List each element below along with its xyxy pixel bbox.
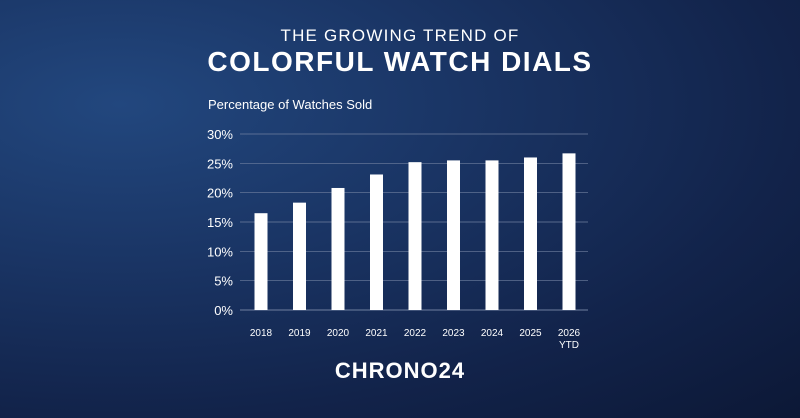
- x-tick-label: 2021: [365, 328, 388, 339]
- x-tick-label: YTD: [559, 340, 579, 351]
- bar-2026: [562, 153, 576, 310]
- y-tick-label: 10%: [207, 244, 233, 259]
- chrono24-logo: CHRONO24: [334, 358, 466, 383]
- y-tick-label: 5%: [214, 274, 233, 289]
- y-tick-label: 15%: [207, 215, 233, 230]
- x-tick-label: 2023: [442, 328, 465, 339]
- bar-2023: [447, 160, 460, 310]
- bar-2021: [370, 174, 383, 310]
- bars: [254, 153, 576, 310]
- y-tick-label: 25%: [207, 156, 233, 171]
- bar-2024: [485, 160, 499, 310]
- x-tick-label: 2018: [250, 328, 273, 339]
- chart-title: COLORFUL WATCH DIALS: [207, 46, 593, 77]
- bar-2018: [254, 213, 268, 310]
- chart-subtitle: THE GROWING TREND OF: [280, 26, 520, 45]
- y-tick-label: 0%: [214, 303, 233, 318]
- x-tick-label: 2019: [288, 328, 311, 339]
- y-axis-label: Percentage of Watches Sold: [208, 97, 373, 112]
- x-tick-label: 2020: [327, 328, 350, 339]
- x-tick-label: 2025: [519, 328, 542, 339]
- bar-2022: [408, 162, 422, 310]
- bar-2025: [524, 157, 537, 310]
- x-tick-label: 2024: [481, 328, 504, 339]
- y-tick-labels: 0% 5% 10% 15% 20% 25% 30%: [207, 127, 233, 318]
- y-tick-label: 30%: [207, 127, 233, 142]
- bar-2020: [331, 187, 345, 310]
- bar-2019: [293, 202, 306, 310]
- x-tick-label: 2026: [558, 328, 581, 339]
- y-tick-label: 20%: [207, 186, 233, 201]
- x-tick-label: 2022: [404, 328, 427, 339]
